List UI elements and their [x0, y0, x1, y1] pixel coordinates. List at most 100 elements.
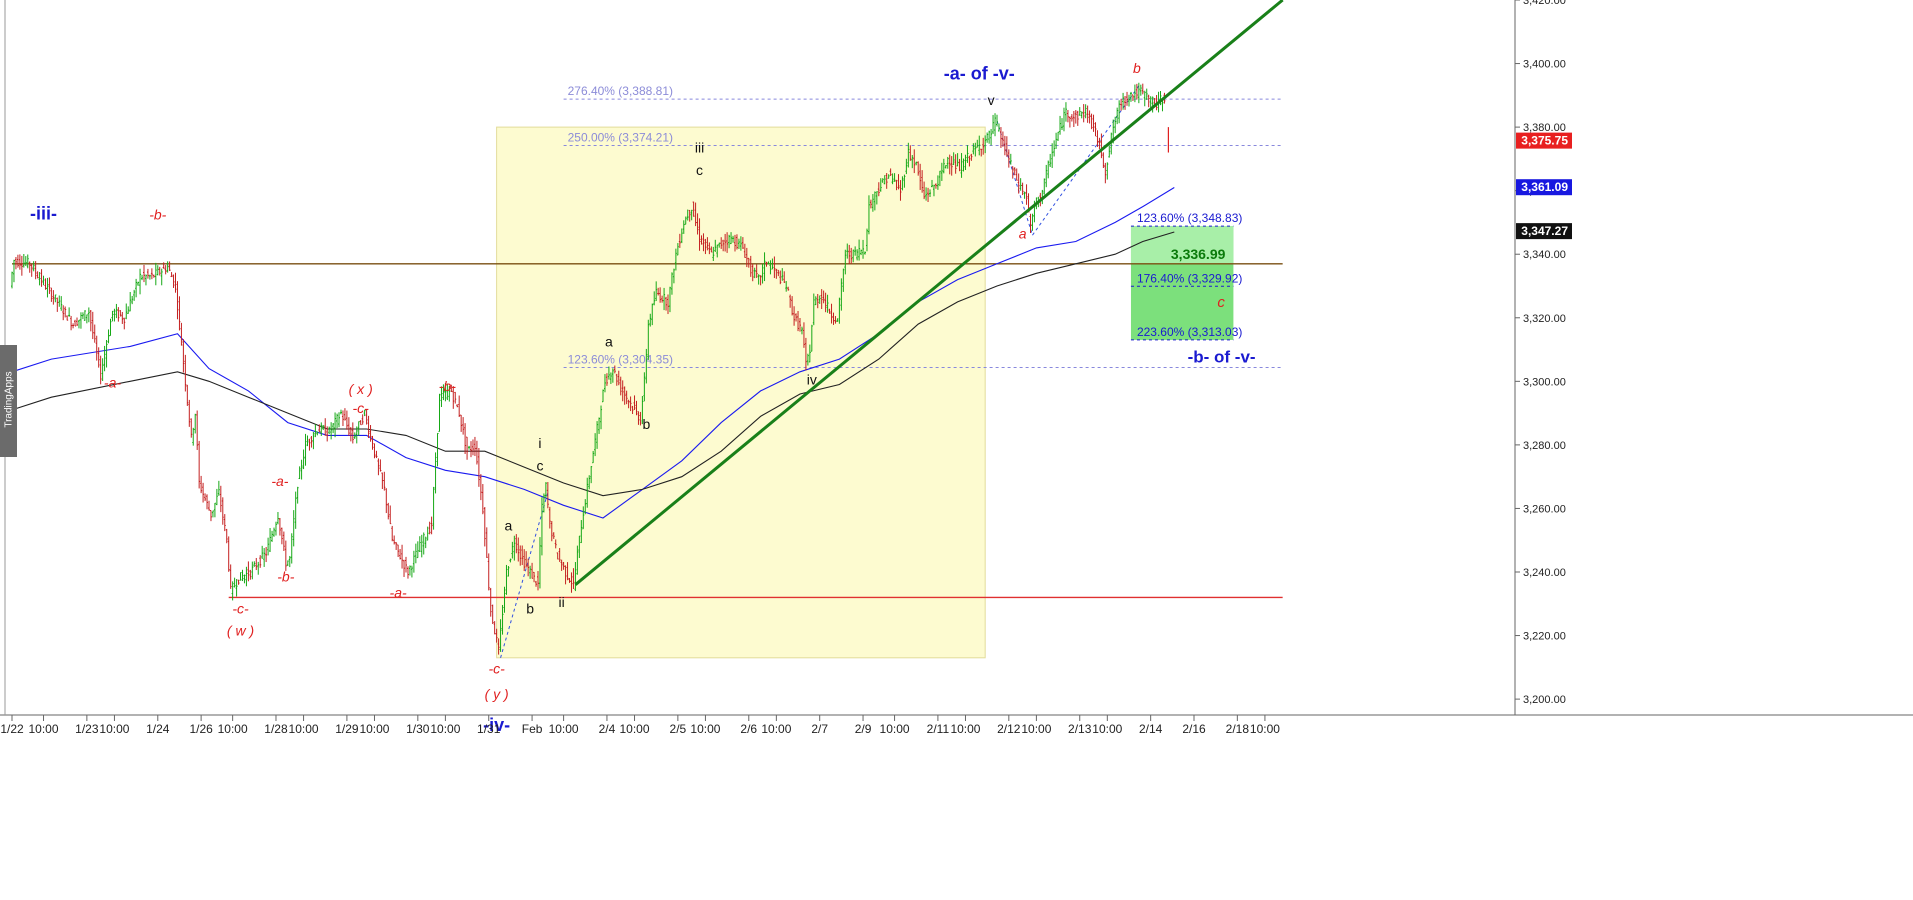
x-tick-label: 10:00 — [950, 722, 980, 736]
fib-level-label: 276.40% (3,388.81) — [568, 84, 673, 98]
wave-label: -b- — [277, 569, 294, 585]
x-tick-label: 2/13 — [1068, 722, 1092, 736]
x-tick-label: 10:00 — [549, 722, 579, 736]
x-tick-label: 2/14 — [1139, 722, 1163, 736]
fib-level-label: 123.60% (3,304.35) — [568, 353, 673, 367]
wave-guide-line — [1032, 85, 1140, 236]
x-tick-label: 2/6 — [740, 722, 757, 736]
x-tick-label: 1/24 — [146, 722, 170, 736]
x-tick-label: 1/23 — [75, 722, 99, 736]
y-tick-label: 3,400.00 — [1523, 59, 1566, 71]
x-tick-label: 2/11 — [927, 722, 950, 736]
y-tick-label: 3,420.00 — [1523, 0, 1566, 7]
y-tick-label: 3,380.00 — [1523, 122, 1566, 134]
wave-label: c — [536, 457, 543, 473]
wave-label: ii — [559, 594, 565, 610]
price-tag-box — [1516, 223, 1572, 240]
x-tick-label: 10:00 — [880, 722, 910, 736]
wave-label: -iii- — [30, 203, 57, 223]
x-tick-label: 10:00 — [218, 722, 248, 736]
y-tick-label: 3,240.00 — [1523, 567, 1566, 579]
x-tick-label: 2/18 — [1226, 722, 1250, 736]
price-tag-box — [1516, 179, 1572, 196]
x-tick-label: 1/30 — [406, 722, 430, 736]
wave-guide-line — [500, 492, 549, 658]
wave-label: v — [988, 92, 995, 108]
y-tick-label: 3,200.00 — [1523, 694, 1566, 706]
wave-label: a — [505, 518, 513, 534]
wave-label: ( w ) — [227, 623, 254, 639]
wave-label: -a- of -v- — [944, 63, 1015, 83]
target-price-label: 3,336.99 — [1171, 246, 1226, 262]
y-tick-label: 3,320.00 — [1523, 313, 1566, 325]
wave-label: c — [696, 162, 703, 178]
x-tick-label: 10:00 — [620, 722, 650, 736]
y-tick-label: 3,220.00 — [1523, 631, 1566, 643]
moving-average-line — [11, 231, 1175, 497]
wave-label: i — [538, 435, 541, 451]
x-tick-label: 2/16 — [1182, 722, 1206, 736]
wave-label: b — [642, 416, 650, 432]
x-tick-label: 10:00 — [430, 722, 460, 736]
target-zone-upper — [1130, 226, 1234, 264]
wave-label: -b- — [149, 206, 166, 222]
moving-average-line — [11, 187, 1175, 519]
price-tag-box — [1516, 132, 1572, 149]
price-tag-label: 3,347.27 — [1521, 224, 1568, 238]
x-tick-label: 10:00 — [761, 722, 791, 736]
target-level-label: 176.40% (3,329.92) — [1137, 271, 1242, 285]
wave-label: b — [526, 600, 534, 616]
watermark-tag: TradingApps — [0, 345, 17, 457]
target-level-label: 223.60% (3,313.03) — [1137, 325, 1242, 339]
price-tag-label: 3,361.09 — [1521, 180, 1568, 194]
wave-label: -iv- — [483, 715, 510, 735]
target-wave-label: c — [1217, 294, 1225, 311]
price-tag-label: 3,375.75 — [1521, 134, 1568, 148]
wave-label: -c- — [232, 600, 249, 616]
wave-label: -c- — [353, 400, 370, 416]
target-level-label: 123.60% (3,348.83) — [1137, 211, 1242, 225]
wave-label: iii — [695, 140, 704, 156]
x-tick-label: 10:00 — [289, 722, 319, 736]
x-tick-label: 1/29 — [335, 722, 359, 736]
trendline — [574, 0, 1284, 586]
x-tick-label: 1/31 — [477, 722, 501, 736]
x-tick-label: 10:00 — [99, 722, 129, 736]
x-tick-label: 1/28 — [264, 722, 288, 736]
x-tick-label: 10:00 — [1250, 722, 1280, 736]
wave-label: -b- — [439, 378, 456, 394]
wave-label: -c- — [488, 661, 505, 677]
y-tick-label: 3,300.00 — [1523, 376, 1566, 388]
wave-label: -a- — [271, 473, 288, 489]
wave-label: b — [1133, 60, 1141, 76]
watermark-label: TradingApps — [3, 371, 15, 428]
y-tick-label: 3,260.00 — [1523, 503, 1566, 515]
y-tick-label: 3,280.00 — [1523, 440, 1566, 452]
x-tick-label: 1/22 — [0, 722, 24, 736]
wave-label: ( y ) — [485, 686, 509, 702]
highlight-box — [496, 126, 986, 659]
fib-level-label: 250.00% (3,374.21) — [568, 131, 673, 145]
wave-label: -a- — [390, 584, 407, 600]
x-tick-label: 10:00 — [29, 722, 59, 736]
x-tick-label: 10:00 — [1021, 722, 1051, 736]
x-tick-label: 2/4 — [599, 722, 616, 736]
x-tick-label: 2/5 — [670, 722, 687, 736]
x-tick-label: 2/7 — [811, 722, 828, 736]
x-tick-label: 1/26 — [189, 722, 213, 736]
x-tick-label: 2/9 — [855, 722, 872, 736]
x-tick-label: 10:00 — [1092, 722, 1122, 736]
x-tick-label: 2/12 — [997, 722, 1021, 736]
wave-label: a — [605, 333, 613, 349]
x-tick-label: Feb — [522, 722, 543, 736]
y-tick-label: 3,340.00 — [1523, 249, 1566, 261]
x-tick-label: 10:00 — [690, 722, 720, 736]
wave-label: a — [1019, 225, 1027, 241]
wave-label: iv — [807, 372, 817, 388]
wave-label: -a- — [104, 375, 121, 391]
wave-label: ( x ) — [349, 381, 373, 397]
x-tick-label: 10:00 — [359, 722, 389, 736]
wave-label: -b- of -v- — [1188, 347, 1256, 366]
